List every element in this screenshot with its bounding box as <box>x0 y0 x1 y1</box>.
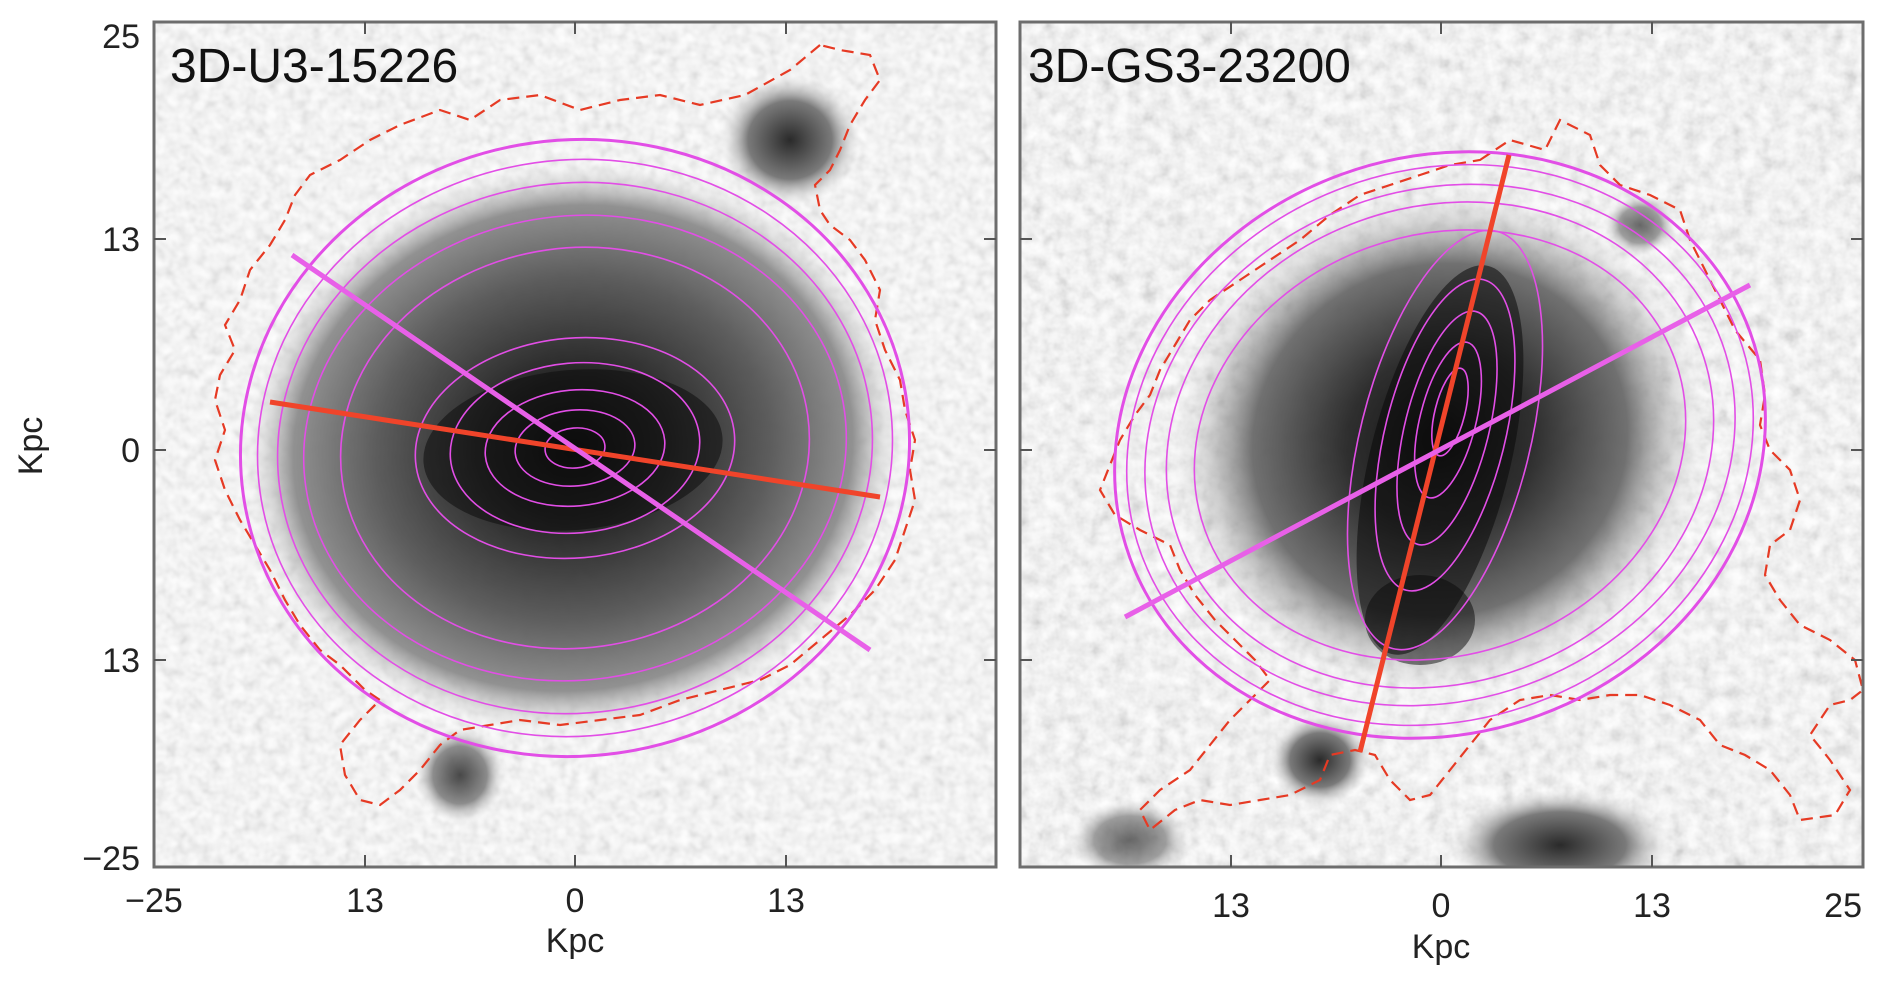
panel-1-title: 3D-U3-15226 <box>170 40 458 93</box>
panel-1-flux-contour <box>213 43 917 807</box>
panel-2-xtick-label: 13 <box>1212 887 1250 925</box>
panel-1-y-ticks: 25 13 0 13 −25 <box>82 18 996 878</box>
panel-2-xtick-label: 0 <box>1432 887 1451 925</box>
panel-1-xtick-label: −25 <box>125 882 183 920</box>
panel-1-isophotes <box>239 137 911 759</box>
panel-2-xtick-label: 13 <box>1633 887 1671 925</box>
panel-1: 3D-U3-15226 25 13 0 13 −25 Kpc −25 13 <box>12 18 998 960</box>
panel-2-minor-axis-line <box>1123 282 1752 620</box>
panel-1-image <box>154 22 996 867</box>
panel-1-ytick-label: 13 <box>102 642 140 680</box>
panel-2-xtick-label: 25 <box>1824 887 1862 925</box>
panel-1-ytick-label: −25 <box>82 840 140 878</box>
panel-2-x-axis-label: Kpc <box>1412 928 1471 966</box>
panel-1-ytick-label: 25 <box>102 18 140 56</box>
panel-2: 3D-GS3-23200 13 0 13 25 Kpc <box>1018 20 1865 966</box>
panel-1-xtick-label: 13 <box>767 882 805 920</box>
panel-1-ytick-label: 13 <box>102 221 140 259</box>
panel-1-xtick-label: 0 <box>566 882 585 920</box>
panel-2-x-ticks: 13 0 13 25 <box>1212 22 1862 925</box>
panel-2-isophotes <box>1113 150 1767 740</box>
panel-2-y-ticks <box>1020 238 1863 661</box>
panel-1-y-axis-label: Kpc <box>12 417 50 476</box>
panel-2-image <box>1020 22 1863 867</box>
panel-2-title: 3D-GS3-23200 <box>1028 40 1351 93</box>
panel-1-x-ticks: −25 13 0 13 <box>125 22 805 920</box>
panel-1-xtick-label: 13 <box>346 882 384 920</box>
panel-1-minor-axis-line <box>290 252 872 653</box>
panel-1-x-axis-label: Kpc <box>546 922 605 960</box>
panel-1-ytick-label: 0 <box>121 432 140 470</box>
